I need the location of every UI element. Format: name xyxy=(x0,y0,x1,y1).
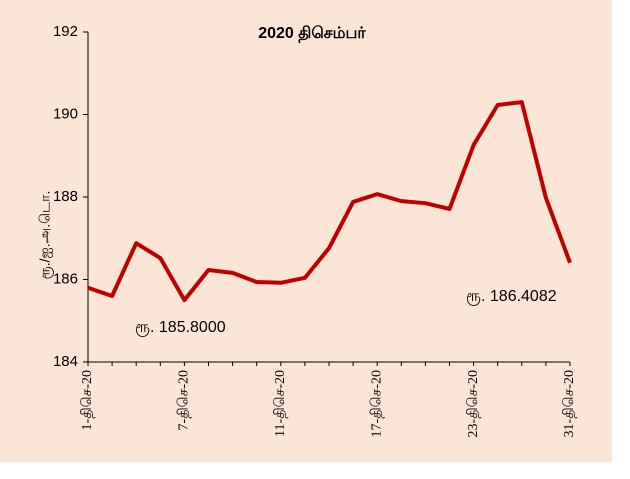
y-axis-label: ரூ./ஐ.அ.டொ. xyxy=(37,191,54,280)
x-tick-label: 1-திசெ-20 xyxy=(80,370,95,430)
y-tick-label: 184 xyxy=(53,353,78,370)
x-tick-label: 11-திசெ-20 xyxy=(273,370,288,437)
y-tick-label: 192 xyxy=(53,23,78,40)
annotation: ரூ. 185.8000 xyxy=(135,319,226,337)
chart-title: 2020 திசெம்பர் xyxy=(258,25,366,43)
x-tick-label: 31-திசெ-20 xyxy=(562,370,577,437)
x-tick-label: 17-திசெ-20 xyxy=(369,370,384,437)
x-tick-label: 23-திசெ-20 xyxy=(466,370,481,437)
line-series xyxy=(87,100,572,303)
y-tick-label: 190 xyxy=(53,105,78,122)
y-tick-label: 188 xyxy=(53,188,78,205)
chart-background xyxy=(0,0,612,462)
y-tick-label: 186 xyxy=(53,270,78,287)
annotation: ரூ. 186.4082 xyxy=(466,288,557,306)
x-tick-label: 7-திசெ-20 xyxy=(177,370,192,430)
